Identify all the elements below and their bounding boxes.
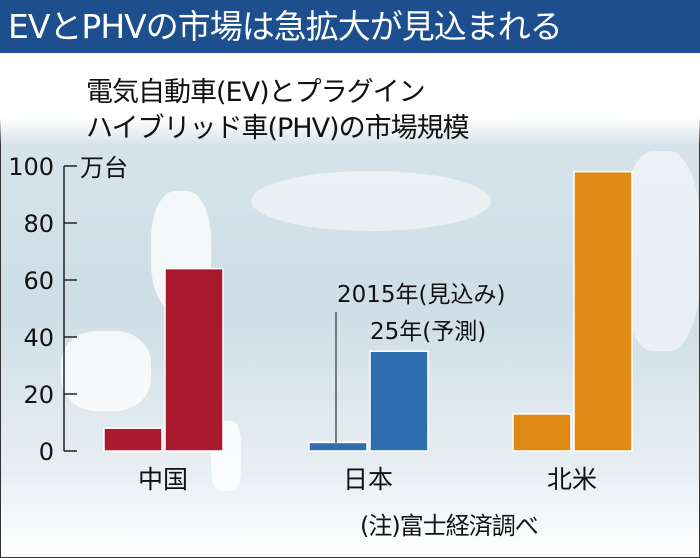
bar-中国-2015 [103, 427, 163, 452]
y-tick-label: 0 [39, 438, 54, 466]
y-axis-unit: 万台 [80, 154, 128, 182]
bar-中国-2025 [164, 267, 224, 452]
bar-日本-2025 [369, 350, 429, 452]
y-tick-label: 80 [23, 210, 54, 238]
source-note: (注)富士経済調べ [360, 512, 539, 540]
y-tick-label: 20 [23, 381, 54, 409]
annotation-2015: 2015年(見込み) [337, 282, 505, 308]
y-tick-label: 40 [23, 324, 54, 352]
map-land [61, 331, 151, 411]
map-land [621, 151, 699, 351]
annotation-2025: 25年(予測) [370, 319, 486, 345]
y-tick-label: 60 [23, 267, 54, 295]
category-label: 中国 [138, 465, 188, 494]
bar-日本-2015 [308, 441, 368, 452]
category-label: 日本 [343, 465, 393, 494]
chart-title-line-1: 電気自動車(EV)とプラグイン [86, 77, 426, 108]
map-land [251, 171, 491, 231]
title-band [0, 53, 700, 145]
y-tick-label: 100 [8, 153, 54, 181]
chart-title-line-2: ハイブリッド車(PHV)の市場規模 [86, 113, 470, 144]
bar-北米-2025 [573, 170, 633, 452]
headline: EVとPHVの市場は急拡大が見込まれる [0, 0, 700, 53]
bar-北米-2015 [512, 413, 572, 452]
category-label: 北米 [547, 465, 597, 494]
